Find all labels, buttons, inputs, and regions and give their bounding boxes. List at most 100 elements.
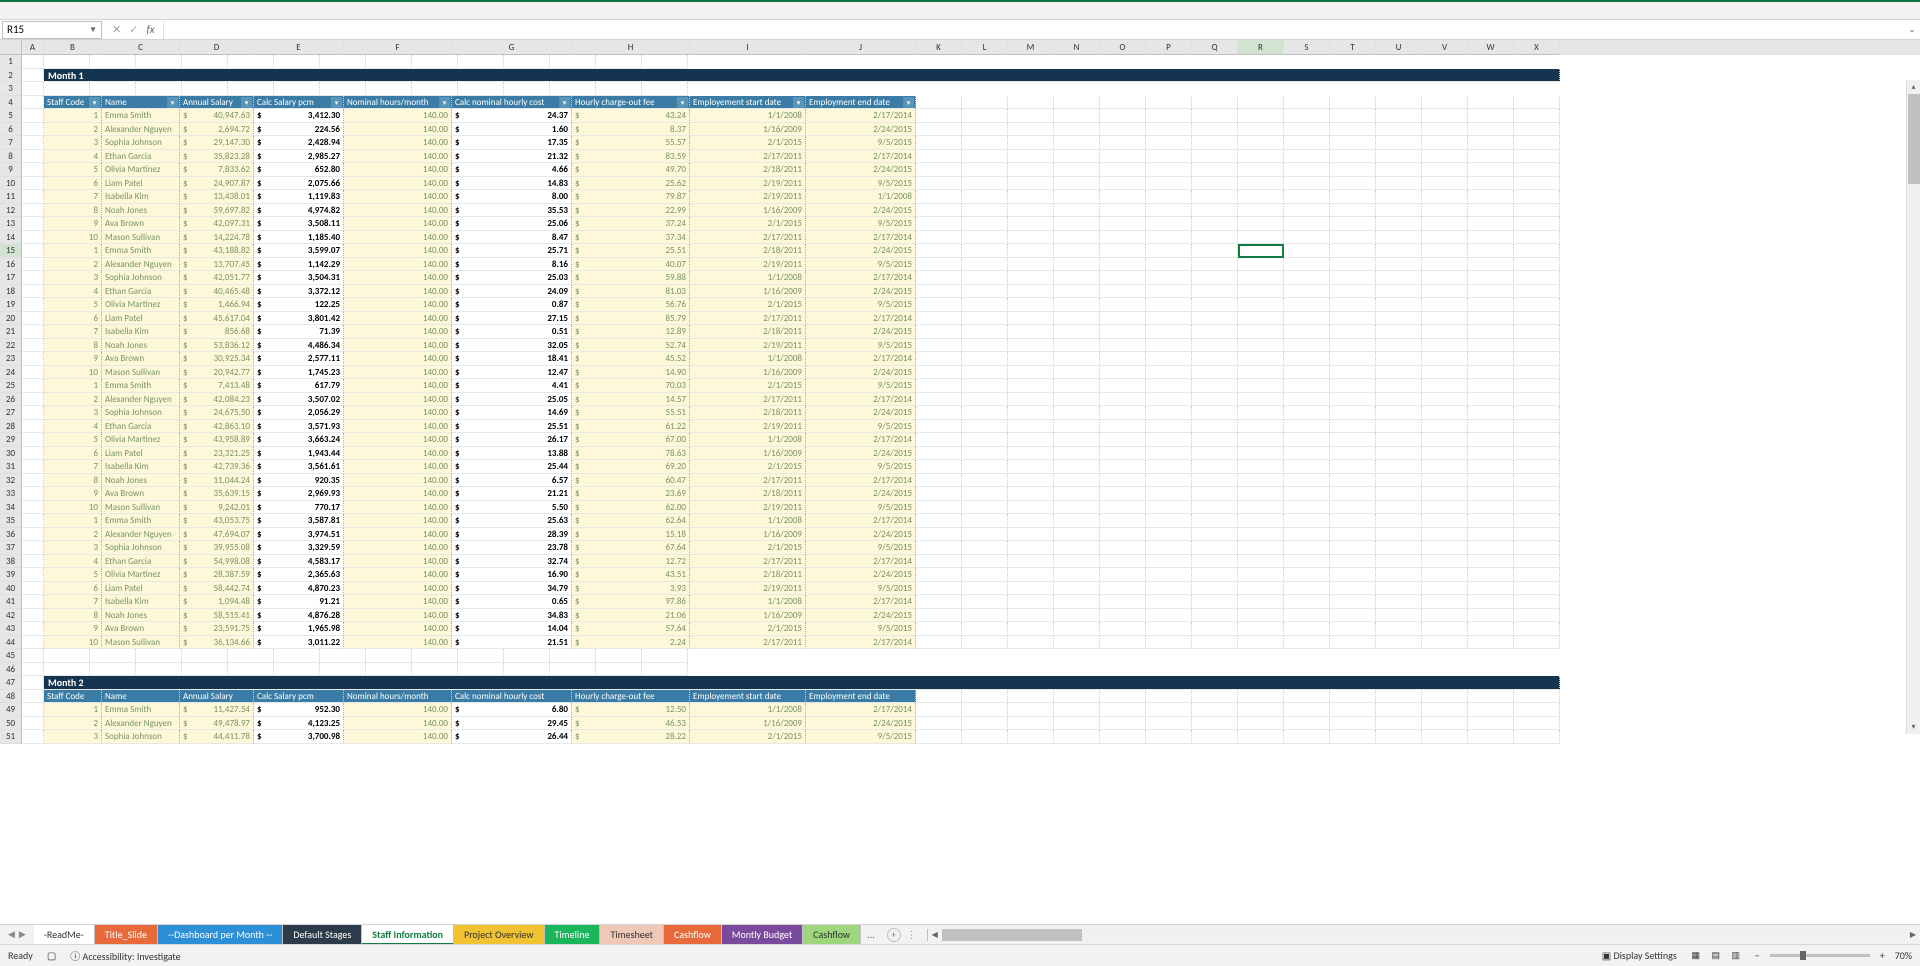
cell[interactable]: $18.41 — [452, 352, 572, 366]
cell[interactable] — [1238, 514, 1284, 528]
filter-icon[interactable]: ▾ — [439, 97, 450, 108]
cell[interactable]: $25.63 — [452, 514, 572, 528]
cell[interactable] — [1514, 582, 1560, 596]
cell[interactable] — [1330, 433, 1376, 447]
cell[interactable]: $4.66 — [452, 163, 572, 177]
cell[interactable] — [1008, 514, 1054, 528]
cell[interactable] — [412, 649, 458, 663]
cell[interactable]: 2 — [44, 717, 102, 731]
cell[interactable]: 9/5/2015 — [806, 420, 916, 434]
cell[interactable] — [1008, 609, 1054, 623]
cell[interactable] — [1468, 136, 1514, 150]
cell[interactable] — [1284, 595, 1330, 609]
cell[interactable]: $24.37 — [452, 109, 572, 123]
cell[interactable] — [1284, 636, 1330, 650]
cell[interactable] — [1514, 177, 1560, 191]
cell[interactable] — [1192, 541, 1238, 555]
column-header-V[interactable]: V — [1422, 40, 1468, 55]
cell[interactable] — [1054, 366, 1100, 380]
cell[interactable] — [182, 649, 228, 663]
cell[interactable]: 2/17/2014 — [806, 703, 916, 717]
cell[interactable]: $28.39 — [452, 528, 572, 542]
cell[interactable] — [1284, 541, 1330, 555]
cell[interactable]: $58,442.74 — [180, 582, 254, 596]
column-header-A[interactable]: A — [22, 40, 44, 55]
cell[interactable] — [1008, 258, 1054, 272]
cell[interactable] — [962, 285, 1008, 299]
cell[interactable]: $3,412.30 — [254, 109, 344, 123]
cell[interactable] — [1192, 420, 1238, 434]
cell[interactable] — [1284, 730, 1330, 744]
cell[interactable] — [1330, 352, 1376, 366]
cell[interactable] — [458, 663, 504, 677]
cell[interactable] — [1192, 595, 1238, 609]
cell[interactable] — [1514, 352, 1560, 366]
cell[interactable]: $69.20 — [572, 460, 690, 474]
grid-body[interactable]: Month 1Staff Code▾Name▾Annual Salary▾Cal… — [22, 55, 1920, 744]
cell[interactable]: $70.03 — [572, 379, 690, 393]
cell[interactable] — [1238, 690, 1284, 704]
cell[interactable] — [1100, 96, 1146, 110]
cell[interactable] — [1468, 231, 1514, 245]
cell[interactable]: 6 — [44, 447, 102, 461]
cell[interactable]: $26.17 — [452, 433, 572, 447]
cell[interactable] — [1468, 541, 1514, 555]
cell[interactable] — [1100, 163, 1146, 177]
cell[interactable] — [962, 460, 1008, 474]
cell[interactable] — [916, 717, 962, 731]
cell[interactable] — [1376, 730, 1422, 744]
cell[interactable] — [136, 649, 182, 663]
cell[interactable] — [962, 136, 1008, 150]
sheet-tab[interactable]: Cashflow — [664, 925, 722, 945]
cell[interactable] — [90, 649, 136, 663]
cell[interactable] — [1422, 136, 1468, 150]
cell[interactable] — [1146, 109, 1192, 123]
cell[interactable] — [1514, 217, 1560, 231]
cell[interactable]: $83.59 — [572, 150, 690, 164]
cell[interactable] — [1054, 177, 1100, 191]
column-header-L[interactable]: L — [962, 40, 1008, 55]
cell[interactable] — [1054, 123, 1100, 137]
cell[interactable] — [1284, 609, 1330, 623]
cell[interactable] — [228, 663, 274, 677]
hscroll-right-icon[interactable]: ▶ — [1906, 930, 1920, 940]
cell[interactable]: $23.78 — [452, 541, 572, 555]
cell[interactable]: $952.30 — [254, 703, 344, 717]
cell[interactable] — [1238, 109, 1284, 123]
cell[interactable] — [1422, 690, 1468, 704]
cell[interactable]: $7,833.62 — [180, 163, 254, 177]
cell[interactable]: 2 — [44, 528, 102, 542]
cell[interactable] — [1238, 366, 1284, 380]
cell[interactable]: $2,577.11 — [254, 352, 344, 366]
column-header-H[interactable]: H — [572, 40, 690, 55]
cell[interactable] — [1514, 730, 1560, 744]
cell[interactable] — [1146, 123, 1192, 137]
cell[interactable] — [916, 325, 962, 339]
cell[interactable] — [596, 649, 642, 663]
cell[interactable] — [916, 123, 962, 137]
cell[interactable]: 140.00 — [344, 204, 452, 218]
cell[interactable]: $8.37 — [572, 123, 690, 137]
cell[interactable] — [1330, 528, 1376, 542]
cell[interactable] — [1008, 379, 1054, 393]
cell[interactable]: 140.00 — [344, 555, 452, 569]
cell[interactable] — [1008, 123, 1054, 137]
cell[interactable]: $4,486.34 — [254, 339, 344, 353]
cell[interactable] — [1054, 420, 1100, 434]
cell[interactable] — [916, 271, 962, 285]
cell[interactable] — [1008, 109, 1054, 123]
cell[interactable]: Ethan Garcia — [102, 555, 180, 569]
row-header-43[interactable]: 43 — [0, 622, 22, 636]
cell[interactable] — [1422, 285, 1468, 299]
cell[interactable]: $5.50 — [452, 501, 572, 515]
cell[interactable]: $25.44 — [452, 460, 572, 474]
cell[interactable] — [1100, 204, 1146, 218]
row-header-2[interactable]: 2 — [0, 69, 22, 83]
cell[interactable]: 2 — [44, 258, 102, 272]
row-header-44[interactable]: 44 — [0, 636, 22, 650]
cell[interactable]: Noah Jones — [102, 204, 180, 218]
cell[interactable] — [1054, 231, 1100, 245]
cell[interactable] — [1422, 636, 1468, 650]
cell[interactable]: 2/24/2015 — [806, 528, 916, 542]
cell[interactable] — [1468, 244, 1514, 258]
